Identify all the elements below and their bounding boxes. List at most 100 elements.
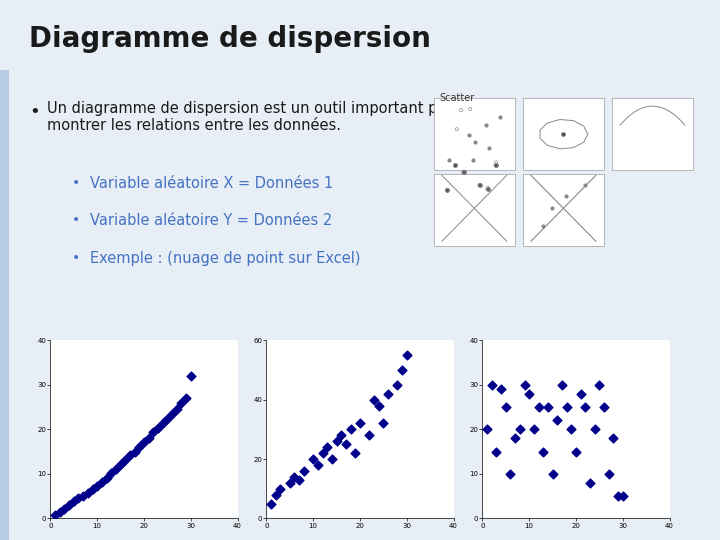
Point [312, 461, 324, 469]
FancyBboxPatch shape [0, 70, 9, 540]
Point [54, 508, 66, 516]
Point [444, 156, 455, 164]
Point [336, 431, 347, 440]
Point [585, 478, 596, 487]
Point [345, 425, 356, 434]
Point [153, 424, 164, 433]
FancyBboxPatch shape [433, 98, 515, 171]
Point [483, 144, 495, 153]
Point [537, 447, 549, 456]
Point [82, 488, 94, 497]
FancyBboxPatch shape [612, 98, 693, 171]
Point [482, 184, 494, 193]
Point [451, 125, 462, 133]
Point [500, 403, 511, 411]
Point [542, 403, 554, 411]
Point [617, 492, 629, 501]
Text: •: • [72, 176, 80, 190]
Point [364, 431, 375, 440]
Point [162, 415, 174, 423]
Point [608, 434, 619, 442]
Point [557, 130, 569, 138]
Point [91, 482, 103, 490]
Point [270, 490, 282, 499]
Point [495, 385, 507, 394]
Text: Un diagramme de dispersion est un outil important peut
montrer les relations ent: Un diagramme de dispersion est un outil … [47, 101, 462, 133]
Point [464, 131, 475, 139]
Point [396, 366, 408, 374]
Point [354, 419, 366, 428]
Point [49, 510, 61, 519]
Point [59, 504, 71, 513]
Point [449, 161, 461, 170]
Point [392, 380, 403, 389]
Point [294, 476, 305, 484]
Point [350, 449, 361, 457]
Point [458, 168, 469, 177]
Point [106, 469, 117, 477]
Point [580, 403, 591, 411]
Point [87, 485, 99, 494]
Point [612, 492, 624, 501]
Point [96, 478, 108, 487]
Point [63, 501, 75, 509]
Point [101, 474, 112, 483]
Point [560, 192, 572, 200]
Point [78, 492, 89, 501]
Text: •: • [72, 251, 80, 265]
Text: Variable aléatoire X = Données 1: Variable aléatoire X = Données 1 [90, 176, 333, 191]
Point [490, 158, 502, 167]
Point [598, 403, 610, 411]
Point [458, 168, 469, 177]
Point [464, 105, 476, 113]
Text: Variable aléatoire Y = Données 2: Variable aléatoire Y = Données 2 [90, 213, 332, 228]
Point [537, 221, 549, 230]
Point [115, 460, 127, 469]
Point [490, 161, 502, 170]
Point [523, 389, 535, 398]
Point [589, 425, 600, 434]
Point [326, 455, 338, 463]
Point [265, 499, 276, 508]
Point [495, 113, 506, 122]
Point [566, 425, 577, 434]
Point [120, 456, 131, 465]
Point [570, 447, 582, 456]
Point [490, 161, 502, 170]
Point [125, 451, 136, 460]
Point [449, 161, 461, 170]
Point [148, 428, 159, 437]
Point [547, 469, 559, 478]
Point [505, 469, 516, 478]
Point [143, 434, 155, 442]
Point [284, 478, 295, 487]
Point [401, 351, 413, 360]
Point [298, 467, 310, 475]
Point [575, 389, 587, 398]
Point [441, 186, 453, 194]
FancyBboxPatch shape [523, 174, 604, 246]
Point [552, 416, 563, 424]
Point [275, 484, 287, 493]
Point [474, 181, 485, 190]
FancyBboxPatch shape [523, 98, 604, 171]
Point [594, 380, 606, 389]
Point [382, 389, 394, 398]
Point [341, 440, 352, 448]
Point [579, 180, 590, 189]
Point [369, 395, 380, 404]
Point [110, 465, 122, 474]
Point [533, 403, 544, 411]
Point [510, 434, 521, 442]
Text: Scatter: Scatter [439, 93, 474, 103]
Point [331, 437, 343, 445]
Point [491, 447, 503, 456]
Point [441, 186, 453, 194]
Point [185, 372, 197, 380]
Point [514, 425, 526, 434]
Text: Diagramme de dispersion: Diagramme de dispersion [29, 25, 431, 52]
Point [73, 494, 84, 503]
Point [378, 419, 390, 428]
Point [455, 106, 467, 114]
Point [603, 469, 615, 478]
